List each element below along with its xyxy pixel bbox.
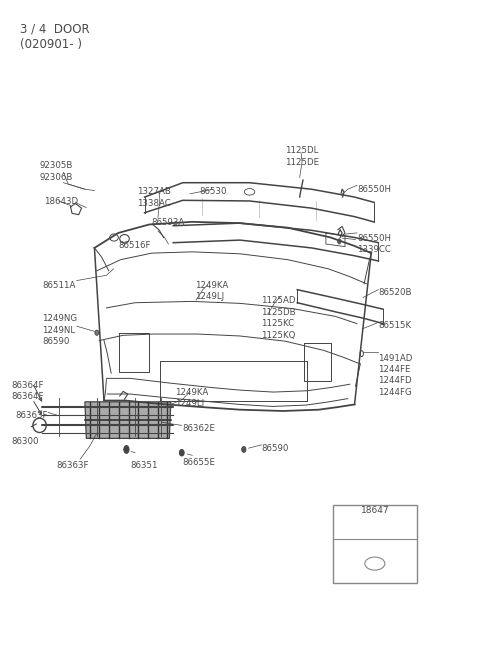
Text: 86530: 86530 — [199, 187, 227, 196]
Text: 1491AD
1244FE
1244FD
1244FG: 1491AD 1244FE 1244FD 1244FG — [378, 354, 413, 397]
Text: 86363F: 86363F — [56, 461, 89, 470]
Text: 18647: 18647 — [360, 506, 389, 515]
Text: 86511A: 86511A — [42, 280, 75, 290]
Text: 1125DL
1125DE: 1125DL 1125DE — [285, 146, 320, 166]
Polygon shape — [85, 402, 171, 438]
Text: 86590: 86590 — [262, 443, 289, 453]
Text: 1327AB
1338AC: 1327AB 1338AC — [137, 187, 171, 208]
Text: 3 / 4  DOOR: 3 / 4 DOOR — [21, 22, 90, 35]
Text: 1125AD
1125DB
1125KC
1125KQ: 1125AD 1125DB 1125KC 1125KQ — [262, 296, 296, 339]
Text: 92305B
92306B: 92305B 92306B — [39, 161, 73, 181]
Text: 86516F: 86516F — [118, 241, 151, 250]
Text: 86351: 86351 — [130, 461, 158, 470]
Text: 86362E: 86362E — [183, 424, 216, 433]
Bar — [333, 505, 417, 583]
Text: 86364F
86364F: 86364F 86364F — [11, 381, 43, 402]
Ellipse shape — [180, 449, 184, 456]
Text: 86363F: 86363F — [16, 411, 48, 420]
Ellipse shape — [241, 447, 246, 453]
Text: 86550H
1339CC: 86550H 1339CC — [357, 234, 391, 254]
Text: 86655E: 86655E — [183, 458, 216, 467]
Text: 86593A: 86593A — [152, 218, 185, 227]
Ellipse shape — [337, 239, 341, 244]
Text: 86300: 86300 — [11, 437, 38, 446]
Text: (020901- ): (020901- ) — [21, 38, 83, 51]
Text: 1249KA
1249LJ: 1249KA 1249LJ — [195, 280, 228, 301]
Ellipse shape — [124, 445, 129, 453]
Ellipse shape — [95, 330, 99, 335]
Text: 1249NG
1249NL
86590: 1249NG 1249NL 86590 — [42, 314, 77, 346]
Text: 86515K: 86515K — [378, 321, 411, 330]
Text: 86520B: 86520B — [378, 288, 412, 297]
Text: 86550H: 86550H — [357, 185, 391, 195]
Text: 1249KA
1249LJ: 1249KA 1249LJ — [175, 388, 208, 408]
Text: 18643D: 18643D — [44, 197, 78, 206]
